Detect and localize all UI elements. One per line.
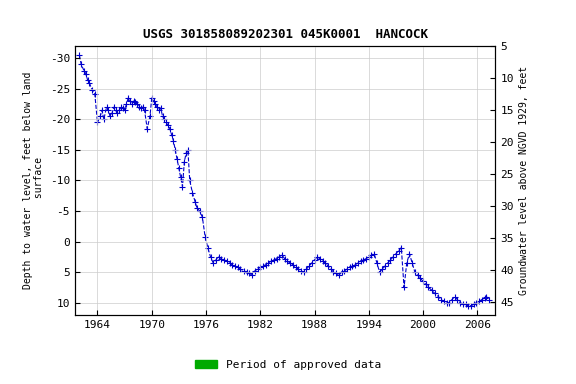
- Bar: [97, 318, 202, 323]
- Legend: Period of approved data: Period of approved data: [191, 356, 385, 375]
- Bar: [210, 318, 410, 323]
- Bar: [91, 318, 93, 323]
- Bar: [427, 318, 432, 323]
- Y-axis label: Groundwater level above NGVD 1929, feet: Groundwater level above NGVD 1929, feet: [520, 66, 529, 295]
- Title: USGS 301858089202301 045K0001  HANCOCK: USGS 301858089202301 045K0001 HANCOCK: [143, 28, 427, 41]
- Bar: [78, 318, 89, 323]
- Bar: [419, 318, 423, 323]
- Y-axis label: Depth to water level, feet below land
 surface: Depth to water level, feet below land su…: [22, 72, 44, 289]
- Bar: [437, 318, 491, 323]
